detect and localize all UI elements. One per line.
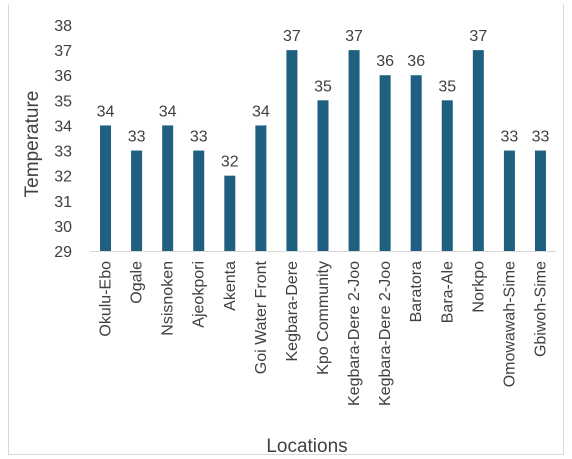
bars (100, 50, 546, 251)
x-tick-label: Okulu-Ebo (98, 261, 115, 337)
data-label: 33 (128, 129, 146, 146)
data-label: 34 (159, 103, 177, 120)
y-tick-label: 29 (54, 244, 72, 261)
x-tick-label: Bara-Ale (439, 261, 456, 323)
data-labels: 34 33 34 33 32 34 37 35 37 36 36 35 37 33 33 (97, 28, 550, 171)
y-tick-label: 30 (54, 219, 72, 236)
x-tick-label: Nsisnoken (160, 261, 177, 336)
data-label: 35 (438, 78, 456, 95)
y-tick-label: 31 (54, 194, 72, 211)
x-tick-label: Kegbara-Dere 2-Joo (346, 261, 363, 406)
x-tick-label: Kegbara-Dere (284, 261, 301, 362)
data-label: 36 (407, 53, 425, 70)
x-tick-label: Norkpo (470, 261, 487, 313)
bar (441, 100, 453, 251)
data-label: 37 (345, 28, 363, 45)
data-label: 37 (469, 28, 487, 45)
y-tick-label: 32 (54, 169, 72, 186)
x-tick-label: Akenta (222, 261, 239, 311)
x-axis-title: Locations (266, 436, 347, 457)
data-label: 33 (501, 129, 519, 146)
bar (379, 75, 391, 251)
y-tick-label: 36 (54, 68, 72, 85)
y-tick-label: 37 (54, 43, 72, 60)
bar (503, 150, 515, 251)
bar (286, 50, 298, 251)
data-label: 34 (97, 103, 115, 120)
x-tick-label: Kpo Community (315, 261, 332, 375)
data-label: 37 (283, 28, 301, 45)
x-tick-label: Gbiwoh-Sime (532, 261, 549, 357)
bar (162, 125, 174, 251)
x-tick-label: Baratora (408, 261, 425, 322)
bar (255, 125, 267, 251)
bar (534, 150, 546, 251)
bar (317, 100, 329, 251)
bar (224, 175, 236, 251)
x-axis-ticks: Okulu-Ebo Ogale Nsisnoken Ajeokpori Akenta Go… (98, 260, 550, 406)
data-label: 36 (376, 53, 394, 70)
bar (100, 125, 112, 251)
bar (348, 50, 360, 251)
chart-frame (8, 4, 564, 455)
data-label: 32 (221, 154, 239, 171)
bar (472, 50, 484, 251)
x-tick-label: Goi Water Front (253, 260, 270, 374)
data-label: 33 (532, 129, 550, 146)
x-tick-label: Omowawah-Sime (501, 261, 518, 387)
x-tick-label: Ajeokpori (191, 261, 208, 328)
y-axis-ticks: 29 30 31 32 33 34 35 36 37 38 (54, 18, 72, 261)
bar (131, 150, 143, 251)
x-tick-label: Ogale (129, 261, 146, 304)
y-tick-label: 33 (54, 144, 72, 161)
data-label: 35 (314, 78, 332, 95)
data-label: 33 (190, 129, 208, 146)
y-tick-label: 38 (54, 18, 72, 35)
bar (193, 150, 205, 251)
bar (410, 75, 422, 251)
data-label: 34 (252, 103, 270, 120)
y-axis-title: Temperature (22, 91, 43, 198)
y-tick-label: 34 (54, 118, 72, 135)
x-tick-label: Kegbara-Dere 2-Joo (377, 261, 394, 406)
y-tick-label: 35 (54, 93, 72, 110)
